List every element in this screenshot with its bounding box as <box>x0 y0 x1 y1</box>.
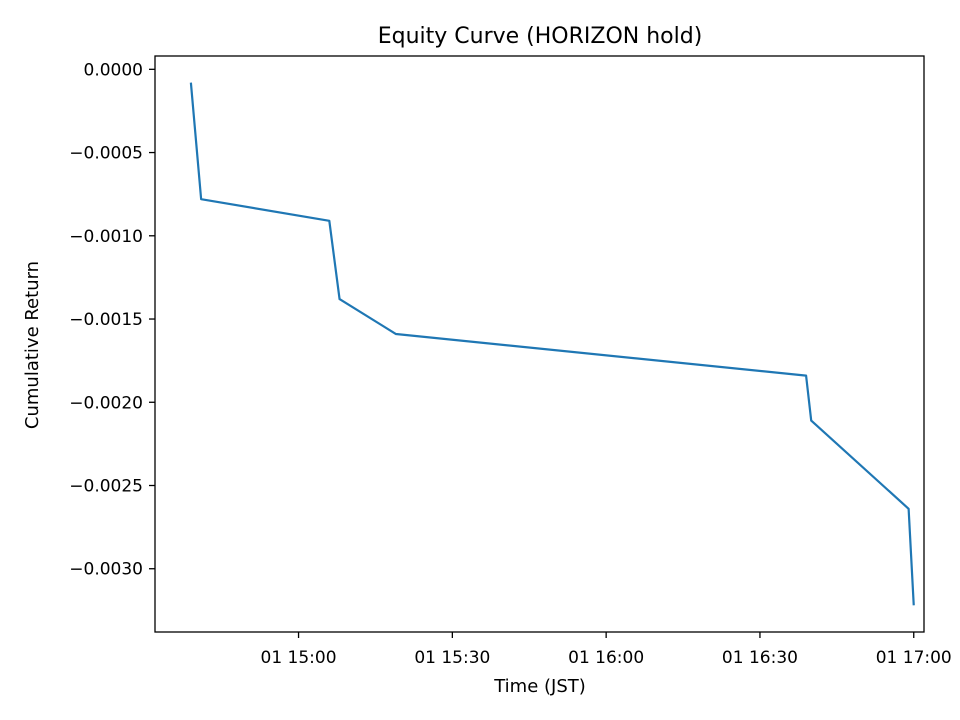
series-layer <box>189 82 915 606</box>
x-tick-label: 01 17:00 <box>876 648 952 668</box>
x-axis-label: Time (JST) <box>493 676 586 697</box>
y-tick-label: −0.0030 <box>69 560 143 580</box>
y-tick-label: −0.0020 <box>69 393 143 413</box>
y-axis-label: Cumulative Return <box>22 261 43 429</box>
y-tick-label: −0.0015 <box>69 310 143 330</box>
chart-title: Equity Curve (HORIZON hold) <box>378 24 703 49</box>
x-tick-label: 01 16:00 <box>568 648 644 668</box>
plot-area-frame <box>154 55 925 633</box>
y-tick-label: −0.0025 <box>69 477 143 497</box>
y-tick-label: 0.0000 <box>84 60 143 80</box>
x-tick-label: 01 15:00 <box>261 648 337 668</box>
y-tick-label: −0.0005 <box>69 144 143 164</box>
equity-curve-line <box>189 82 915 606</box>
y-tick-label: −0.0010 <box>69 227 143 247</box>
y-axis: 0.0000 −0.0005 −0.0010 −0.0015 −0.0020 −0.002… <box>69 60 155 580</box>
x-tick-label: 01 15:30 <box>414 648 490 668</box>
x-tick-label: 01 16:30 <box>722 648 798 668</box>
x-axis: 01 15:00 01 15:30 01 16:00 01 16:30 01 17:00 <box>261 632 952 668</box>
